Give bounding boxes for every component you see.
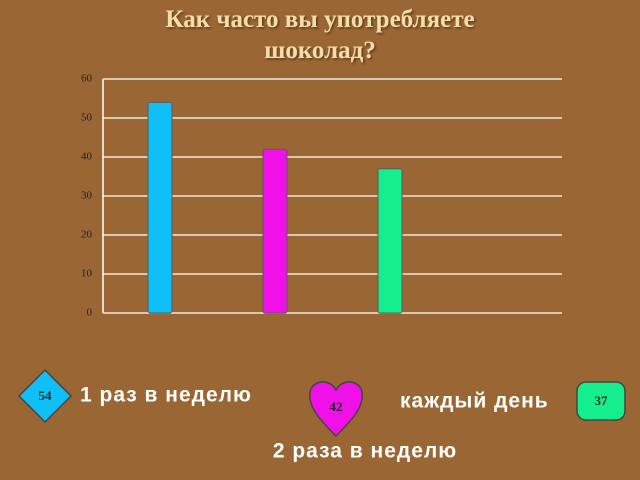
category-label: каждый день	[400, 390, 549, 413]
bar	[147, 101, 173, 314]
bar	[377, 168, 403, 314]
y-tick-label: 20	[81, 229, 93, 241]
y-tick-label: 30	[81, 190, 93, 202]
value-label: 42	[330, 399, 343, 414]
y-tick-label: 50	[81, 112, 93, 124]
category-label: 1 раз в неделю	[80, 384, 252, 407]
category-label: 2 раза в неделю	[273, 440, 457, 463]
y-tick-label: 40	[81, 151, 93, 163]
chart-title: Как часто вы употребляете шоколад?	[165, 6, 474, 64]
value-badge	[576, 381, 626, 421]
value-label: 54	[39, 388, 53, 403]
value-label: 37	[595, 393, 609, 408]
value-badge	[309, 381, 363, 438]
value-badge	[17, 368, 73, 424]
y-tick-label: 10	[81, 268, 93, 280]
y-tick-label: 0	[87, 307, 93, 319]
bar	[262, 148, 288, 314]
y-tick-label: 60	[81, 73, 93, 85]
